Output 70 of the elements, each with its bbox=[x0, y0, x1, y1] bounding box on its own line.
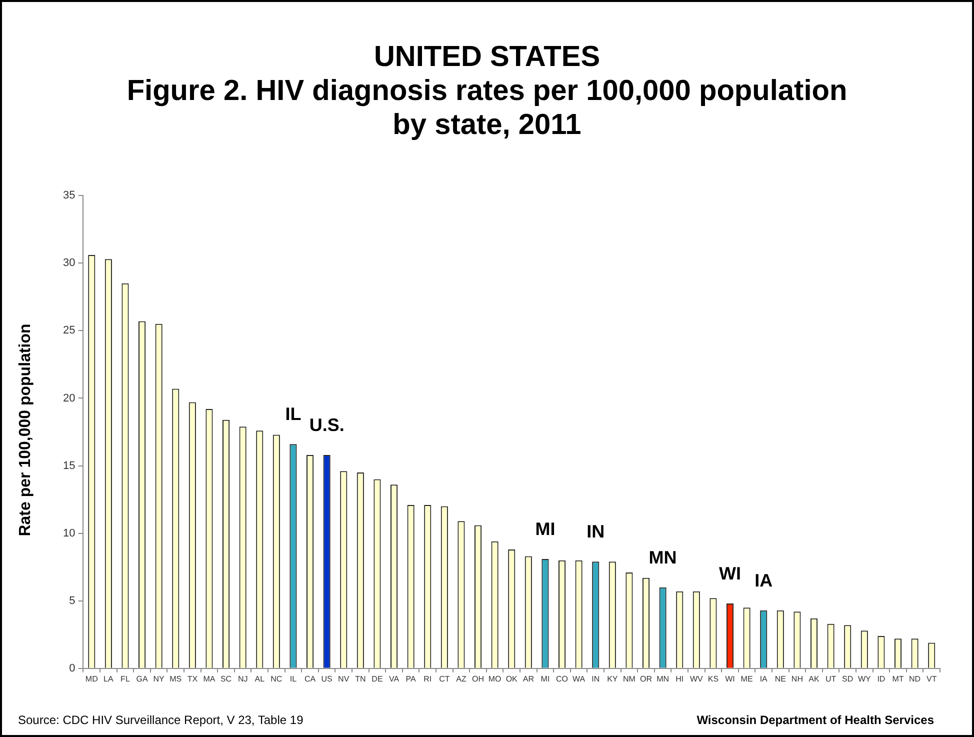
y-tick-label: 35 bbox=[62, 190, 76, 202]
x-tick-label: OH bbox=[472, 674, 484, 684]
x-tick-label: WA bbox=[572, 674, 586, 684]
x-tick-label: NH bbox=[791, 674, 804, 684]
x-tick-label: MT bbox=[892, 674, 904, 684]
source-note: Source: CDC HIV Surveillance Report, V 23, Table 19 bbox=[18, 713, 304, 727]
text: Wisconsin Department of Health Services bbox=[696, 713, 934, 727]
x-tick-label: IA bbox=[760, 674, 768, 684]
y-tick-label: 15 bbox=[62, 460, 76, 472]
x-tick-label: FL bbox=[120, 674, 130, 684]
x-tick-label: RI bbox=[424, 674, 432, 684]
x-tick-label: OR bbox=[640, 674, 652, 684]
chart-title: UNITED STATES Figure 2. HIV diagnosis rates per 100,000 population by state, 2011 bbox=[126, 40, 848, 142]
x-tick-label: OK bbox=[506, 674, 518, 684]
x-tick-label: MD bbox=[85, 674, 98, 684]
x-tick-label: NV bbox=[338, 674, 350, 684]
y-tick-label: 5 bbox=[69, 594, 76, 607]
x-tick-label: CA bbox=[304, 674, 316, 684]
y-tick-label: 25 bbox=[62, 324, 76, 337]
annotation: IA bbox=[754, 570, 773, 590]
x-tick-label: GA bbox=[136, 674, 148, 684]
x-tick-label: US bbox=[321, 674, 332, 684]
x-tick-label: ND bbox=[909, 674, 921, 684]
annotation: IL bbox=[285, 404, 302, 424]
x-tick-label: AZ bbox=[456, 674, 466, 684]
x-tick-label: NC bbox=[270, 674, 282, 684]
annotation: U.S. bbox=[309, 414, 344, 435]
x-tick-label: HI bbox=[676, 674, 684, 684]
x-tick-label: NY bbox=[153, 674, 166, 684]
annotation: MN bbox=[648, 547, 677, 568]
y-tick-label: 0 bbox=[69, 662, 76, 674]
x-tick-label: SD bbox=[842, 674, 854, 684]
x-tick-label: KS bbox=[708, 674, 719, 684]
x-tick-label: NE bbox=[774, 674, 786, 684]
x-tick-label: IN bbox=[592, 674, 600, 684]
x-tick-label: ID bbox=[877, 674, 886, 684]
x-tick-label: AL bbox=[254, 674, 266, 684]
x-tick-label: MS bbox=[170, 674, 182, 684]
x-tick-label: IL bbox=[290, 674, 298, 684]
y-tick-label: 20 bbox=[62, 392, 76, 404]
x-tick-label: TX bbox=[187, 674, 198, 684]
x-tick-label: MA bbox=[203, 674, 216, 684]
y-tick-label: 10 bbox=[62, 527, 76, 540]
x-tick-label: WI bbox=[725, 674, 735, 684]
x-tick-label: TN bbox=[355, 674, 366, 684]
x-tick-label: MO bbox=[488, 674, 502, 684]
y-tick-label: 30 bbox=[62, 257, 76, 270]
x-tick-label: VA bbox=[388, 674, 400, 684]
x-tick-label: ME bbox=[740, 674, 753, 684]
x-tick-label: CT bbox=[439, 674, 450, 684]
x-tick-label: MI bbox=[540, 674, 550, 684]
x-tick-label: DE bbox=[372, 674, 383, 684]
x-tick-label: PA bbox=[406, 674, 417, 684]
x-tick-label: AR bbox=[522, 674, 534, 684]
x-tick-label: AK bbox=[808, 674, 820, 684]
x-tick-label: WY bbox=[858, 674, 872, 684]
y-axis-title: Rate per 100,000 population bbox=[17, 322, 35, 538]
x-tick-label: SC bbox=[220, 674, 232, 684]
x-tick-label: NM bbox=[622, 674, 636, 684]
x-tick-label: NJ bbox=[238, 674, 248, 684]
x-tick-label: LA bbox=[104, 674, 114, 684]
annotation: MI bbox=[535, 518, 556, 539]
x-tick-label: WV bbox=[690, 674, 704, 684]
annotation: IN bbox=[586, 522, 605, 542]
x-tick-label: CO bbox=[556, 674, 568, 684]
x-tick-label: VT bbox=[926, 674, 937, 684]
x-tick-label: KY bbox=[607, 674, 618, 684]
annotation: WI bbox=[719, 564, 742, 584]
x-tick-label: MN bbox=[656, 674, 670, 684]
x-tick-label: UT bbox=[825, 674, 836, 684]
